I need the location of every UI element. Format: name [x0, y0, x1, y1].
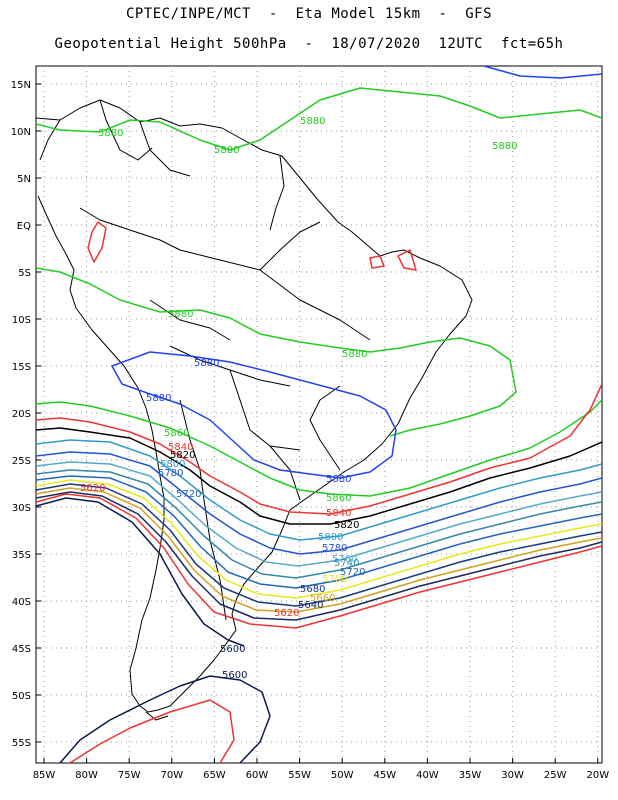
lat-label: 25S [12, 456, 31, 467]
contour-label: 5820 [170, 450, 195, 461]
lat-label: 5N [17, 174, 31, 185]
contour-label: 5860 [326, 493, 351, 504]
contour-label: 5800 [160, 459, 185, 470]
lon-label: 35W [459, 770, 482, 781]
contour-label: 5640 [298, 600, 323, 611]
contour-label: 5860 [164, 428, 189, 439]
contour-label: 5720 [340, 567, 365, 578]
contour-label: 5620 [274, 608, 299, 619]
contour-label: 5880 [98, 128, 123, 139]
contour-label: 5880 [146, 393, 171, 404]
map-title: CPTEC/INPE/MCT - Eta Model 15km - GFS [125, 6, 493, 22]
lon-label: 75W [118, 770, 141, 781]
contour-label: 5780 [158, 468, 183, 479]
contour-label: 5840 [326, 508, 351, 519]
lat-label: 15N [11, 80, 31, 91]
contour-label: 5660 [310, 593, 335, 604]
contour-label: 5760 [332, 554, 357, 565]
contour-label: 5880 [492, 141, 517, 152]
contour-labels: 5880 5880 5880 5880 5880 5880 5880 5880 … [80, 116, 517, 681]
lon-label: 70W [160, 770, 183, 781]
lon-label: 80W [75, 770, 98, 781]
lon-label: 45W [373, 770, 396, 781]
lon-label: 50W [331, 770, 354, 781]
contour-label: 5700 [322, 574, 347, 585]
lat-label: 15S [12, 362, 31, 373]
contour-label: 5620 [80, 483, 105, 494]
lat-label: EQ [17, 221, 31, 232]
contour-label: 5740 [334, 558, 359, 569]
contour-label: 5880 [326, 474, 351, 485]
lat-label: 35S [12, 550, 31, 561]
map-frame [35, 65, 603, 764]
contour-label: 5780 [322, 543, 347, 554]
longitude-labels: 85W 80W 75W 70W 65W 60W 55W 50W 45W 40W 35W 30W 25W 2… [33, 770, 610, 781]
lat-label: 40S [12, 597, 31, 608]
lon-label: 85W [33, 770, 56, 781]
contour-label: 5840 [168, 442, 193, 453]
contour-label: 5600 [222, 670, 247, 681]
contour-label: 5880 [342, 349, 367, 360]
contour-label: 5880 [194, 358, 219, 369]
lat-label: 5S [18, 268, 31, 279]
lat-label: 20S [12, 409, 31, 420]
lat-label: 30S [12, 503, 31, 514]
contour-label: 5880 [168, 309, 193, 320]
contour-lines [36, 66, 602, 763]
lon-label: 20W [586, 770, 609, 781]
graticule [36, 66, 602, 763]
contour-label: 5800 [318, 532, 343, 543]
contour-label: 5600 [220, 644, 245, 655]
map-subtitle: Geopotential Height 500hPa - 18/07/2020 … [54, 36, 564, 52]
lon-label: 65W [203, 770, 226, 781]
lat-label: 10N [11, 127, 31, 138]
contour-label: 5720 [176, 489, 201, 500]
lat-label: 55S [12, 738, 31, 749]
lon-label: 55W [288, 770, 311, 781]
lat-label: 50S [12, 691, 31, 702]
lon-label: 60W [246, 770, 269, 781]
lon-label: 25W [544, 770, 567, 781]
lat-label: 10S [12, 315, 31, 326]
contour-label: 5880 [300, 116, 325, 127]
lon-label: 30W [501, 770, 524, 781]
lat-label: 45S [12, 644, 31, 655]
contour-label: 5680 [300, 584, 325, 595]
contour-label: 5820 [334, 520, 359, 531]
lon-label: 40W [416, 770, 439, 781]
latitude-labels: 15N 10N 5N EQ 5S 10S 15S 20S 25S 30S 35S 40S 45S 50S 5… [11, 80, 31, 749]
contour-label: 5880 [214, 145, 239, 156]
